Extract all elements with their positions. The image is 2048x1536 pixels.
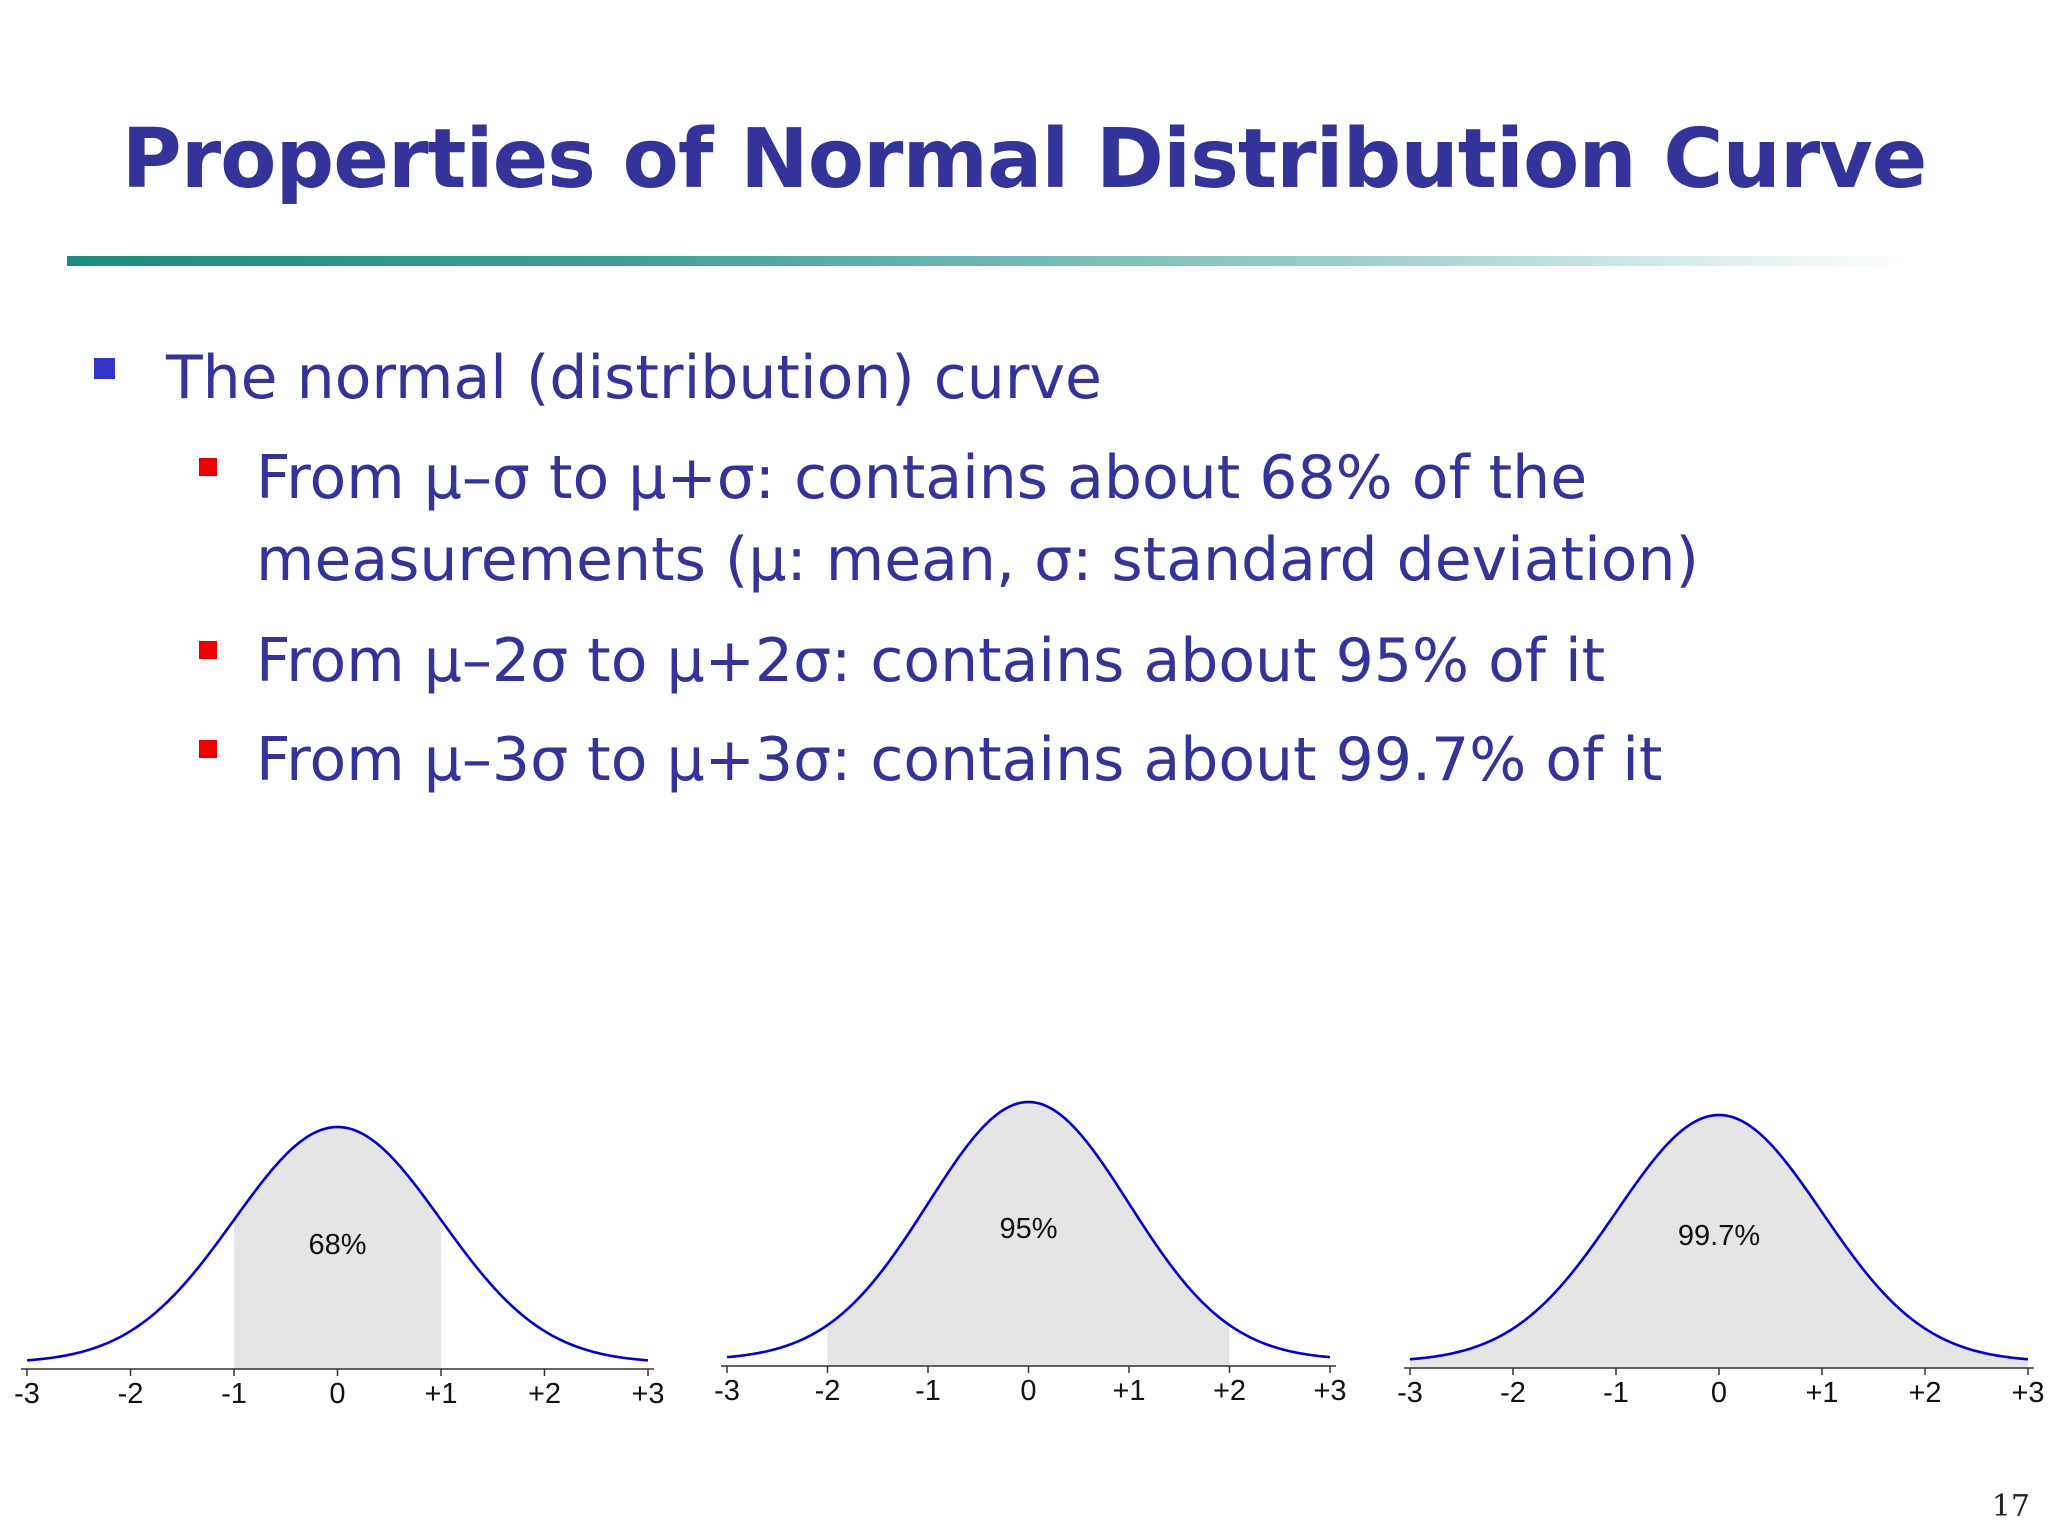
title-divider [67,256,1907,266]
x-tick-label: +3 [1313,1375,1346,1407]
normal-curve-line [1409,1113,2029,1361]
bullet-main: The normal (distribution) curve [94,337,1102,419]
x-tick-label: -1 [221,1378,247,1410]
bullet-main-text: The normal (distribution) curve [166,343,1102,413]
normal-curve-chart-1: -3 -2 -1 0 +1 +2 +3 68% [14,1125,665,1410]
x-tick-label: 0 [1020,1375,1036,1407]
bullet-sub-95-text: From μ–2σ to μ+2σ: contains about 95% of… [256,626,1606,696]
x-tick-label: -3 [1397,1377,1423,1409]
square-bullet-icon [199,641,217,659]
shaded-area [827,1102,1230,1366]
bullet-sub-95: From μ–2σ to μ+2σ: contains about 95% of… [199,620,1606,702]
shaded-area [234,1127,441,1369]
x-tick-label: 0 [1711,1377,1727,1409]
x-tick-label: -1 [915,1375,941,1407]
bullet-sub-68-line1: From μ–σ to μ+σ: contains about 68% of t… [256,443,1588,513]
x-tick-label: +3 [2011,1377,2044,1409]
x-tick-label: +3 [631,1378,664,1410]
x-tick-label: -1 [1603,1377,1629,1409]
x-tick-label: -3 [14,1378,40,1410]
bullet-sub-99: From μ–3σ to μ+3σ: contains about 99.7% … [199,719,1663,801]
x-tick-label: +1 [1805,1377,1838,1409]
normal-curves-charts: -3 -2 -1 0 +1 +2 +3 68% -3 -2 -1 0 +1 +2 +3 95% -3 -2 -1 0 +… [14,1100,2045,1410]
bullet-sub-68-line2: measurements (μ: mean, σ: standard devia… [256,525,1699,595]
x-tick-label: +1 [1112,1375,1145,1407]
bullet-sub-68: From μ–σ to μ+σ: contains about 68% of t… [199,437,1699,601]
slide-title: Properties of Normal Distribution Curve [121,112,1928,207]
normal-curve-line [26,1125,649,1362]
square-bullet-icon [199,740,217,758]
normal-curve-line [726,1100,1331,1359]
bullet-list: The normal (distribution) curve From μ–σ… [94,337,1699,801]
shaded-area [1410,1115,2028,1368]
x-tick-label: -2 [118,1378,144,1410]
x-tick-label: -2 [1500,1377,1526,1409]
x-tick-label: -3 [714,1375,740,1407]
x-tick-label: +2 [528,1378,561,1410]
x-tick-label: +2 [1908,1377,1941,1409]
square-bullet-icon [94,358,115,379]
percentage-label: 95% [999,1213,1057,1245]
percentage-label: 99.7% [1678,1220,1760,1252]
square-bullet-icon [199,458,217,476]
page-number: 17 [1991,1489,2030,1524]
x-tick-label: -2 [815,1375,841,1407]
x-tick-label: +2 [1213,1375,1246,1407]
x-tick-label: +1 [424,1378,457,1410]
normal-curve-chart-3: -3 -2 -1 0 +1 +2 +3 99.7% [1397,1113,2045,1409]
normal-curve-chart-2: -3 -2 -1 0 +1 +2 +3 95% [714,1100,1347,1407]
percentage-label: 68% [308,1229,366,1261]
x-tick-label: 0 [329,1378,345,1410]
bullet-sub-99-text: From μ–3σ to μ+3σ: contains about 99.7% … [256,725,1663,795]
